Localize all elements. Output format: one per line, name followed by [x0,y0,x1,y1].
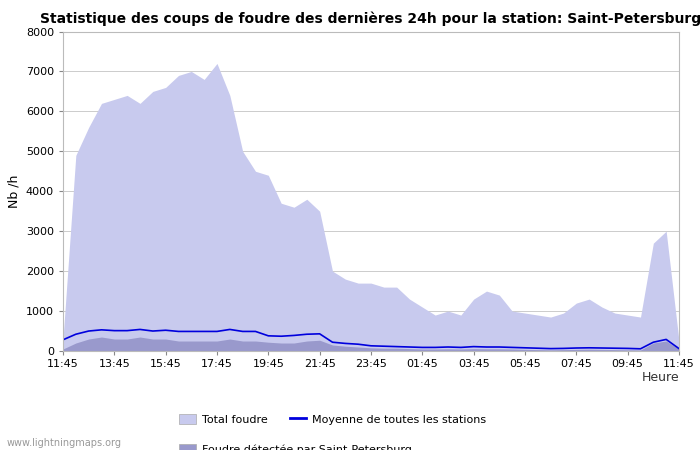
Legend: Foudre détectée par Saint-Petersburg: Foudre détectée par Saint-Petersburg [179,445,412,450]
Text: www.lightningmaps.org: www.lightningmaps.org [7,438,122,448]
Text: Heure: Heure [641,371,679,384]
Title: Statistique des coups de foudre des dernières 24h pour la station: Saint-Petersb: Statistique des coups de foudre des dern… [41,12,700,26]
Y-axis label: Nb /h: Nb /h [7,175,20,208]
